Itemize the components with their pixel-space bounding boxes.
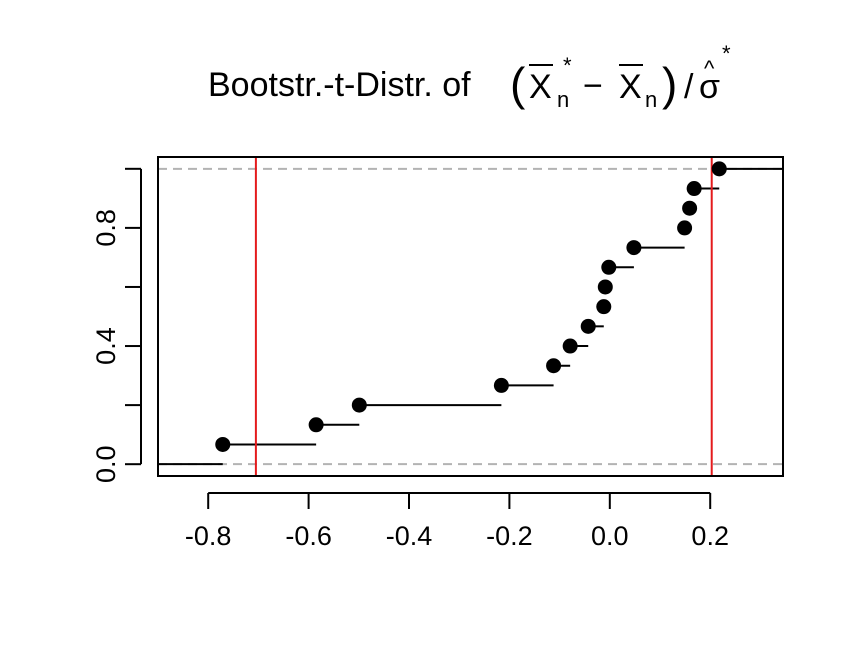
data-point-4 — [546, 358, 562, 374]
data-point-13 — [686, 181, 702, 197]
x-tick-label-5: 0.2 — [691, 521, 729, 551]
plot-content — [158, 157, 783, 476]
data-point-7 — [596, 299, 612, 315]
title-slash: / — [684, 68, 694, 106]
x-tick-label-2: -0.4 — [386, 521, 433, 551]
data-point-1 — [308, 417, 324, 433]
data-point-12 — [682, 200, 698, 216]
title-star-2: * — [722, 41, 731, 66]
data-point-10 — [626, 240, 642, 256]
x-tick-label-3: -0.2 — [486, 521, 533, 551]
plot-frame — [157, 156, 784, 477]
data-point-5 — [562, 338, 578, 354]
y-tick-label-0: 0.0 — [91, 445, 121, 483]
title-xbar-1: X — [529, 68, 552, 106]
title-close-paren: ) — [662, 58, 677, 110]
title-xbar-2: X — [619, 68, 642, 106]
title-sigma: σ — [699, 68, 720, 106]
title-open-paren: ( — [510, 58, 526, 110]
title-sub-n-1: n — [557, 87, 569, 112]
x-tick-label-0: -0.8 — [185, 521, 232, 551]
title-star-1: * — [563, 53, 572, 78]
data-point-14 — [711, 161, 727, 177]
data-point-2 — [351, 397, 367, 413]
title-minus: − — [583, 67, 603, 105]
y-tick-label-4: 0.8 — [91, 209, 121, 247]
data-point-8 — [597, 279, 613, 295]
data-point-11 — [677, 220, 693, 236]
title-sub-n-2: n — [645, 87, 657, 112]
chart-title: Bootstr.-t-Distr. of ( X n * − X n ) / ^… — [208, 41, 731, 112]
chart-title-prefix: Bootstr.-t-Distr. of — [208, 66, 471, 104]
x-tick-label-1: -0.6 — [285, 521, 332, 551]
plot-area — [158, 157, 783, 476]
data-point-0 — [215, 436, 231, 452]
data-point-3 — [493, 377, 509, 393]
data-point-9 — [601, 259, 617, 275]
y-tick-label-2: 0.4 — [91, 327, 121, 365]
data-point-6 — [580, 318, 596, 334]
title-sigma-hat: ^ — [704, 56, 715, 81]
x-tick-label-4: 0.0 — [591, 521, 629, 551]
axes: -0.8 -0.6 -0.4 -0.2 0.0 0.2 0.0 0.4 0.8 — [91, 156, 784, 551]
